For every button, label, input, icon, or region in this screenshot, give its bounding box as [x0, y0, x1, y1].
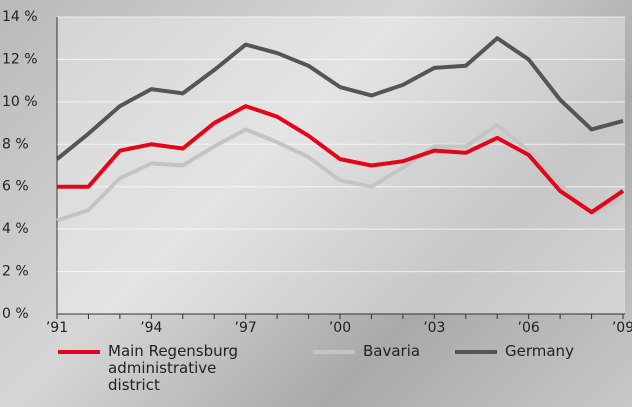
y-tick-label: 10 % — [2, 94, 38, 110]
y-tick-label: 6 % — [2, 179, 29, 195]
x-tick-label: ’91 — [46, 320, 68, 336]
legend-swatch — [313, 350, 355, 354]
legend-swatch — [58, 350, 100, 354]
x-tick-label: ’94 — [140, 320, 162, 336]
y-tick-label: 2 % — [2, 264, 29, 280]
x-tick-label: ’09 — [612, 320, 632, 336]
legend-item: Bavaria — [313, 343, 420, 360]
y-tick-label: 4 % — [2, 221, 29, 237]
x-tick-label: ’03 — [423, 320, 445, 336]
chart: 0 % 2 % 4 % 6 % 8 % 10 % 12 % 14 % ’91 ’94 ’97 ’00 ’… — [0, 0, 632, 407]
y-tick-label: 12 % — [2, 51, 38, 67]
plot: 0 % 2 % 4 % 6 % 8 % 10 % 12 % 14 % ’91 ’94 ’97 ’00 ’… — [0, 0, 632, 340]
x-tick-label: ’97 — [235, 320, 257, 336]
x-tick-label: ’00 — [329, 320, 351, 336]
y-tick-label: 0 % — [2, 306, 29, 322]
legend-label: Germany — [505, 343, 574, 360]
legend: Main Regensburg administrative district B… — [58, 343, 632, 403]
legend-item: Germany — [455, 343, 574, 360]
legend-label: Bavaria — [363, 343, 420, 360]
legend-item: Main Regensburg administrative district — [58, 343, 258, 394]
y-tick-label: 8 % — [2, 136, 29, 152]
x-tick-label: ’06 — [518, 320, 540, 336]
legend-label: Main Regensburg administrative district — [108, 343, 258, 394]
y-tick-label: 14 % — [2, 9, 38, 25]
legend-swatch — [455, 350, 497, 354]
